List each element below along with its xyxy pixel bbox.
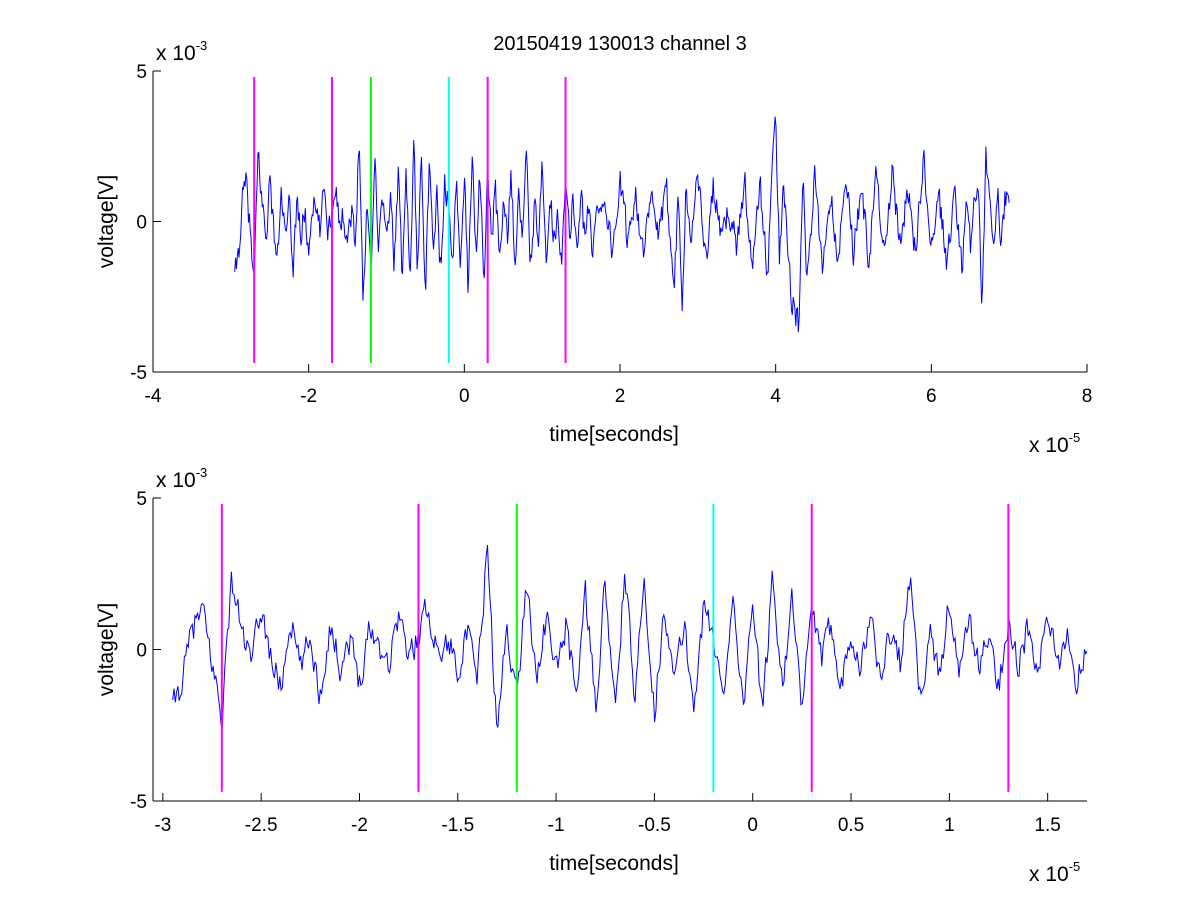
- y-exponent-power: -3: [196, 465, 208, 480]
- x-tick-label: -2.5: [245, 815, 278, 836]
- y-exponent-base: x 10: [156, 469, 196, 492]
- x-exponent-base: x 10: [1029, 434, 1069, 457]
- x-tick-label: -1.5: [441, 815, 474, 836]
- y-tick-label: 5: [136, 62, 147, 83]
- x-tick-label: 0.5: [838, 815, 864, 836]
- x-tick-label: -2: [351, 815, 368, 836]
- x-tick-label: -4: [145, 386, 162, 407]
- x-tick-label: 8: [1082, 386, 1093, 407]
- y-tick-label: 0: [136, 641, 147, 662]
- x-tick-label: 2: [615, 386, 626, 407]
- y-exponent-label: x 10-3: [156, 465, 207, 492]
- y-exponent-power: -3: [196, 38, 208, 53]
- x-exponent-power: -5: [1069, 430, 1081, 445]
- top-subplot: -4 -2 0 2 4 6 8 -5 0 5 time[seconds] voltage[V] x 10…: [95, 38, 1092, 457]
- x-exponent-base: x 10: [1029, 863, 1069, 886]
- x-tick-label: -2: [300, 386, 317, 407]
- y-axis-label: voltage[V]: [95, 603, 118, 696]
- bottom-subplot: -3 -2.5 -2 -1.5 -1 -0.5 0 0.5 1 1.5 -5 0 5 time[secon…: [95, 465, 1088, 886]
- x-exponent-power: -5: [1069, 859, 1081, 874]
- signal-trace: [172, 544, 1088, 729]
- x-tick-label: 1: [944, 815, 955, 836]
- y-tick-label: 5: [136, 489, 147, 510]
- y-tick-label: -5: [130, 792, 147, 813]
- y-axis-label: voltage[V]: [95, 175, 118, 268]
- x-axis-label: time[seconds]: [549, 852, 679, 875]
- x-tick-label: -3: [154, 815, 171, 836]
- x-tick-label: 6: [926, 386, 937, 407]
- chart-title: 20150419 130013 channel 3: [493, 33, 747, 55]
- x-exponent-label: x 10-5: [1029, 430, 1080, 457]
- x-axis-label: time[seconds]: [549, 423, 679, 446]
- y-tick-label: 0: [136, 213, 147, 234]
- x-tick-label: 0: [747, 815, 758, 836]
- y-tick-label: -5: [130, 363, 147, 384]
- x-tick-label: 4: [770, 386, 781, 407]
- signal-trace: [234, 116, 1010, 333]
- y-exponent-base: x 10: [156, 42, 196, 65]
- x-tick-label: 1.5: [1034, 815, 1060, 836]
- x-tick-label: 0: [459, 386, 470, 407]
- x-tick-label: -0.5: [638, 815, 671, 836]
- y-exponent-label: x 10-3: [156, 38, 207, 65]
- x-tick-label: -1: [548, 815, 565, 836]
- x-exponent-label: x 10-5: [1029, 859, 1080, 886]
